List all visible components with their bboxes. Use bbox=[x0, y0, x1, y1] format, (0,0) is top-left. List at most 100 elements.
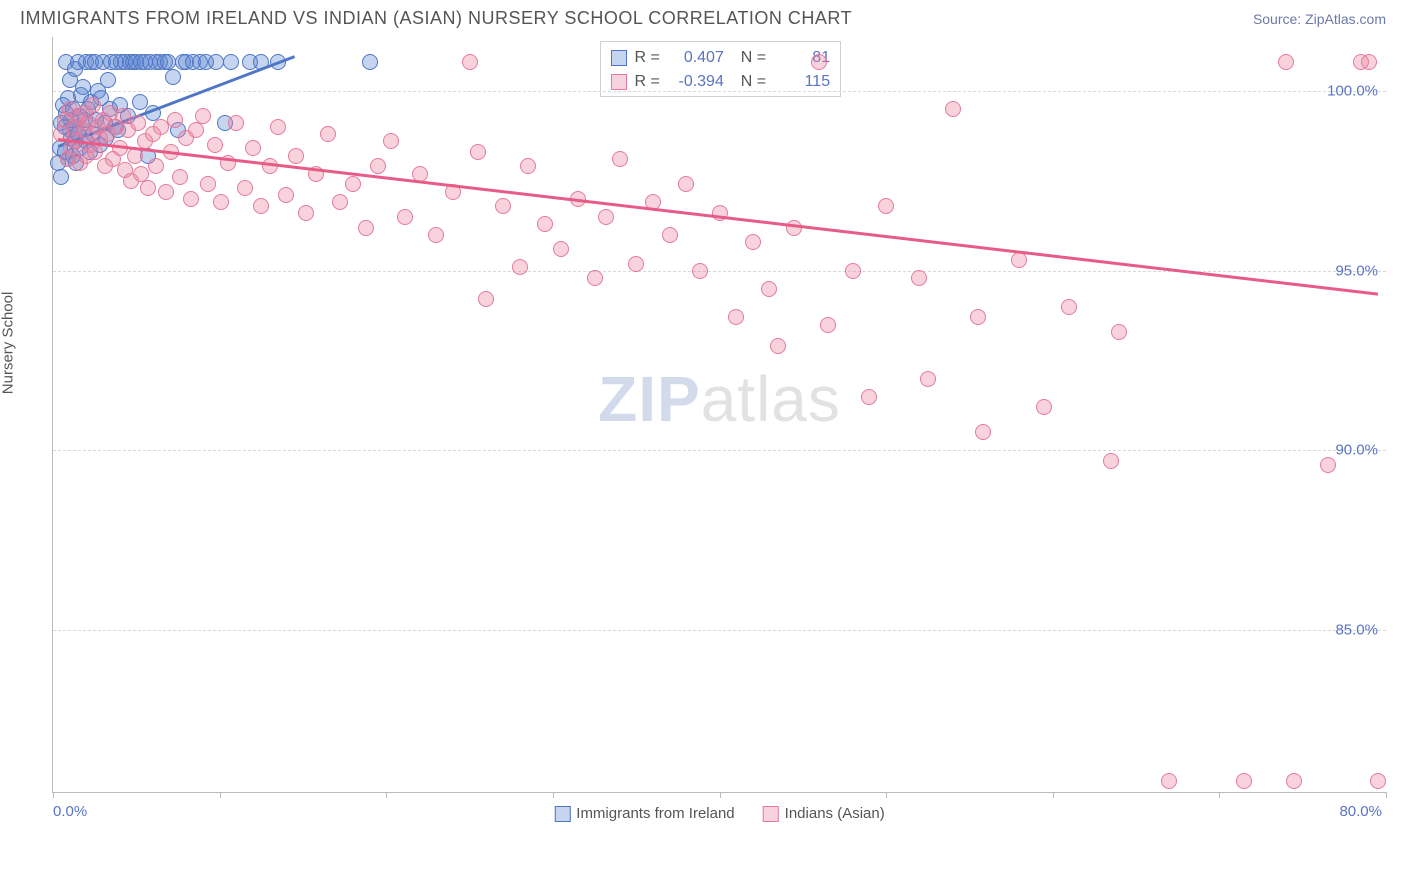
x-axis-max-label: 80.0% bbox=[1339, 803, 1382, 820]
legend-swatch-indian bbox=[611, 74, 627, 90]
x-tick bbox=[1053, 792, 1054, 798]
scatter-point-indian bbox=[495, 198, 511, 214]
legend-swatch-ireland bbox=[611, 50, 627, 66]
scatter-point-indian bbox=[237, 180, 253, 196]
legend-inset-row-ireland: R =0.407 N =81 bbox=[611, 46, 831, 70]
scatter-point-indian bbox=[470, 144, 486, 160]
scatter-point-indian bbox=[678, 176, 694, 192]
scatter-point-indian bbox=[1061, 299, 1077, 315]
scatter-point-indian bbox=[1278, 54, 1294, 70]
scatter-point-indian bbox=[195, 108, 211, 124]
plot-area: ZIPatlas R =0.407 N =81R =-0.394 N =115 … bbox=[52, 37, 1386, 793]
legend-bottom: Immigrants from Ireland Indians (Asian) bbox=[554, 805, 884, 822]
scatter-point-ireland bbox=[165, 69, 181, 85]
x-tick bbox=[1386, 792, 1387, 798]
scatter-point-indian bbox=[728, 309, 744, 325]
x-tick bbox=[553, 792, 554, 798]
scatter-point-indian bbox=[811, 54, 827, 70]
scatter-point-indian bbox=[85, 97, 101, 113]
scatter-point-indian bbox=[213, 194, 229, 210]
scatter-point-indian bbox=[598, 209, 614, 225]
scatter-point-indian bbox=[397, 209, 413, 225]
scatter-point-indian bbox=[1286, 773, 1302, 789]
legend-swatch-ireland bbox=[554, 806, 570, 822]
x-tick bbox=[386, 792, 387, 798]
scatter-point-indian bbox=[553, 241, 569, 257]
scatter-point-indian bbox=[520, 158, 536, 174]
scatter-point-indian bbox=[245, 140, 261, 156]
y-tick-label: 95.0% bbox=[1335, 262, 1378, 279]
scatter-point-indian bbox=[820, 317, 836, 333]
y-tick-label: 90.0% bbox=[1335, 442, 1378, 459]
gridline-y bbox=[53, 630, 1386, 631]
scatter-point-indian bbox=[478, 291, 494, 307]
scatter-point-indian bbox=[845, 263, 861, 279]
scatter-point-indian bbox=[612, 151, 628, 167]
scatter-point-indian bbox=[628, 256, 644, 272]
scatter-point-indian bbox=[1011, 252, 1027, 268]
scatter-point-indian bbox=[345, 176, 361, 192]
legend-item-indian: Indians (Asian) bbox=[763, 805, 885, 822]
scatter-point-indian bbox=[878, 198, 894, 214]
scatter-point-indian bbox=[383, 133, 399, 149]
scatter-point-indian bbox=[1161, 773, 1177, 789]
scatter-point-indian bbox=[370, 158, 386, 174]
chart-source: Source: ZipAtlas.com bbox=[1253, 11, 1386, 27]
watermark: ZIPatlas bbox=[598, 362, 841, 436]
legend-swatch-indian bbox=[763, 806, 779, 822]
scatter-point-indian bbox=[1370, 773, 1386, 789]
scatter-point-indian bbox=[278, 187, 294, 203]
y-tick-label: 85.0% bbox=[1335, 622, 1378, 639]
scatter-point-indian bbox=[911, 270, 927, 286]
x-tick bbox=[220, 792, 221, 798]
y-tick-label: 100.0% bbox=[1327, 82, 1378, 99]
scatter-point-indian bbox=[692, 263, 708, 279]
scatter-point-ireland bbox=[100, 72, 116, 88]
scatter-point-indian bbox=[288, 148, 304, 164]
scatter-point-indian bbox=[1111, 324, 1127, 340]
scatter-point-indian bbox=[1236, 773, 1252, 789]
scatter-point-indian bbox=[262, 158, 278, 174]
scatter-point-indian bbox=[140, 180, 156, 196]
x-tick bbox=[1219, 792, 1220, 798]
y-axis-label: Nursery School bbox=[0, 292, 17, 395]
scatter-point-indian bbox=[587, 270, 603, 286]
scatter-point-indian bbox=[270, 119, 286, 135]
scatter-point-ireland bbox=[223, 54, 239, 70]
scatter-point-indian bbox=[428, 227, 444, 243]
scatter-point-indian bbox=[172, 169, 188, 185]
scatter-point-indian bbox=[148, 158, 164, 174]
scatter-point-indian bbox=[770, 338, 786, 354]
legend-label-indian: Indians (Asian) bbox=[785, 805, 885, 822]
scatter-point-indian bbox=[298, 205, 314, 221]
x-axis-min-label: 0.0% bbox=[53, 803, 87, 820]
scatter-point-indian bbox=[1036, 399, 1052, 415]
chart-container: Nursery School ZIPatlas R =0.407 N =81R … bbox=[20, 37, 1386, 837]
scatter-point-indian bbox=[183, 191, 199, 207]
legend-label-ireland: Immigrants from Ireland bbox=[576, 805, 734, 822]
scatter-point-indian bbox=[662, 227, 678, 243]
scatter-point-indian bbox=[1320, 457, 1336, 473]
scatter-point-indian bbox=[920, 371, 936, 387]
scatter-point-indian bbox=[228, 115, 244, 131]
scatter-point-ireland bbox=[208, 54, 224, 70]
scatter-point-indian bbox=[158, 184, 174, 200]
scatter-point-indian bbox=[207, 137, 223, 153]
scatter-point-indian bbox=[537, 216, 553, 232]
scatter-point-indian bbox=[320, 126, 336, 142]
gridline-y bbox=[53, 450, 1386, 451]
scatter-point-indian bbox=[130, 115, 146, 131]
scatter-point-ireland bbox=[362, 54, 378, 70]
scatter-point-indian bbox=[167, 112, 183, 128]
legend-item-ireland: Immigrants from Ireland bbox=[554, 805, 734, 822]
scatter-point-indian bbox=[975, 424, 991, 440]
gridline-y bbox=[53, 91, 1386, 92]
legend-inset: R =0.407 N =81R =-0.394 N =115 bbox=[600, 41, 842, 97]
scatter-point-indian bbox=[188, 122, 204, 138]
scatter-point-indian bbox=[945, 101, 961, 117]
scatter-point-ireland bbox=[53, 169, 69, 185]
scatter-point-indian bbox=[1361, 54, 1377, 70]
x-tick bbox=[53, 792, 54, 798]
scatter-point-indian bbox=[253, 198, 269, 214]
x-tick bbox=[720, 792, 721, 798]
